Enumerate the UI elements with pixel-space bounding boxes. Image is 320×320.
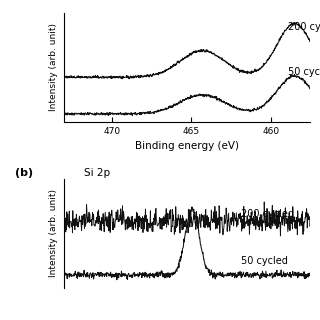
Text: Si 2p: Si 2p xyxy=(84,168,110,178)
Text: (b): (b) xyxy=(15,168,33,178)
Text: 200 cycled: 200 cycled xyxy=(288,22,320,32)
X-axis label: Binding energy (eV): Binding energy (eV) xyxy=(135,141,239,151)
Y-axis label: Intensity (arb. unit): Intensity (arb. unit) xyxy=(50,23,59,111)
Text: 50 cycled: 50 cycled xyxy=(288,67,320,76)
Text: 50 cycled: 50 cycled xyxy=(241,256,288,266)
Y-axis label: Intensity (arb. unit): Intensity (arb. unit) xyxy=(50,189,59,277)
Text: 200 cycled: 200 cycled xyxy=(241,209,294,219)
